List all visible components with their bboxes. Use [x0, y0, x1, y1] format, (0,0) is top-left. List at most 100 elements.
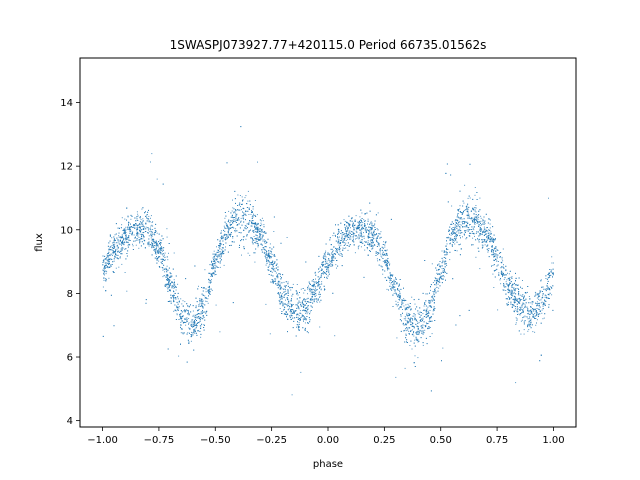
data-point: [525, 316, 527, 318]
data-point: [428, 305, 430, 307]
data-point: [323, 271, 325, 273]
data-point: [479, 232, 481, 234]
data-point: [259, 232, 261, 234]
data-point: [485, 233, 487, 235]
data-point: [245, 195, 247, 197]
data-point: [502, 275, 503, 277]
data-point: [373, 231, 375, 233]
data-point: [257, 246, 259, 248]
data-point: [300, 305, 302, 307]
data-point: [122, 240, 124, 241]
data-point: [405, 330, 407, 332]
data-point: [141, 226, 143, 227]
data-point: [423, 305, 425, 307]
data-point: [350, 218, 352, 220]
data-point: [536, 315, 538, 317]
data-point: [371, 222, 373, 224]
data-point: [516, 311, 518, 313]
data-point: [264, 231, 266, 233]
data-point: [157, 246, 159, 248]
data-point: [284, 285, 286, 287]
data-point: [482, 220, 484, 222]
data-point: [384, 277, 386, 279]
data-point: [530, 320, 532, 322]
data-point: [234, 220, 236, 222]
data-point: [466, 207, 468, 209]
data-point: [487, 236, 489, 238]
data-point: [150, 234, 152, 236]
data-point: [413, 327, 415, 329]
data-point: [104, 267, 106, 269]
data-point: [383, 241, 385, 243]
data-point: [236, 213, 238, 215]
data-point: [220, 232, 222, 234]
data-point: [411, 324, 413, 325]
data-point: [150, 215, 152, 217]
data-point: [411, 296, 413, 298]
data-point: [267, 256, 269, 258]
data-point: [540, 302, 542, 304]
data-point: [239, 209, 241, 211]
data-point: [386, 288, 388, 290]
data-point: [147, 242, 149, 244]
data-point: [189, 332, 190, 334]
data-point: [486, 245, 488, 247]
data-point: [315, 287, 316, 289]
data-point: [541, 312, 543, 314]
data-point: [420, 337, 422, 339]
data-point: [398, 284, 400, 286]
data-point: [188, 322, 190, 324]
data-point: [354, 252, 356, 254]
data-point: [468, 218, 470, 219]
data-point: [441, 250, 443, 252]
data-point: [487, 250, 489, 252]
data-point: [164, 271, 166, 273]
data-point: [111, 264, 113, 265]
data-point: [254, 228, 256, 230]
data-point: [514, 298, 516, 300]
data-point: [148, 215, 150, 217]
data-point: [309, 321, 311, 323]
data-point: [528, 318, 530, 319]
data-point: [192, 310, 194, 312]
data-point: [292, 311, 294, 313]
data-point: [205, 313, 207, 315]
data-point: [300, 371, 302, 373]
data-point: [278, 280, 280, 282]
data-point: [270, 250, 272, 252]
data-point: [496, 254, 498, 256]
data-point: [488, 218, 490, 220]
data-point: [416, 320, 418, 322]
data-point: [194, 325, 196, 326]
data-point: [253, 236, 255, 237]
data-point: [211, 289, 213, 291]
data-point: [307, 306, 309, 308]
data-point: [156, 250, 158, 252]
data-point: [306, 298, 308, 300]
data-point: [186, 309, 188, 311]
data-point: [309, 311, 311, 313]
data-point: [474, 187, 476, 188]
data-point: [339, 248, 341, 250]
data-point: [243, 218, 245, 220]
data-point: [466, 221, 468, 223]
data-point: [511, 276, 513, 278]
data-point: [542, 286, 544, 288]
data-point: [520, 294, 522, 296]
data-point: [168, 285, 170, 286]
data-point: [182, 300, 184, 302]
data-point: [145, 302, 147, 304]
data-point: [386, 249, 388, 251]
data-point: [337, 242, 339, 244]
data-point: [135, 220, 137, 222]
data-point: [414, 303, 416, 305]
data-point: [119, 256, 121, 258]
data-point: [238, 217, 240, 219]
data-point: [374, 229, 376, 230]
data-point: [145, 226, 147, 228]
data-point: [367, 218, 369, 220]
data-point: [364, 225, 366, 227]
data-point: [234, 231, 236, 233]
data-point: [402, 323, 404, 325]
data-point: [500, 272, 502, 274]
